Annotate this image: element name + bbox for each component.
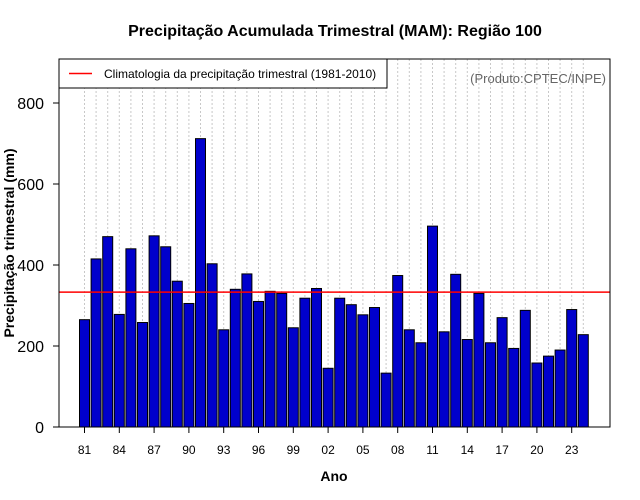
- bar: [369, 307, 380, 428]
- bar: [206, 263, 218, 428]
- credit-text: (Produto:CPTEC/INPE): [470, 71, 606, 86]
- bar: [183, 302, 195, 428]
- bar: [195, 138, 206, 428]
- x-tick-label: 99: [287, 443, 301, 457]
- bar: [113, 313, 125, 428]
- x-tick-label: 93: [217, 443, 231, 457]
- x-tick-label: 08: [391, 443, 405, 457]
- bar: [218, 329, 230, 428]
- bar: [253, 300, 264, 428]
- bar: [450, 273, 462, 428]
- x-axis-label: Ano: [320, 468, 347, 484]
- x-tick-label: 11: [426, 443, 439, 457]
- x-tick-label: 17: [495, 443, 509, 457]
- bar: [577, 334, 589, 428]
- bar: [276, 292, 288, 428]
- bar: [241, 273, 253, 428]
- y-axis-label: Precipitação trimestral (mm): [1, 148, 17, 337]
- bar: [554, 349, 566, 428]
- bar: [299, 297, 311, 428]
- legend: Climatologia da precipitação trimestral …: [58, 58, 388, 89]
- bar: [90, 258, 102, 428]
- bar: [79, 319, 90, 428]
- bar: [171, 280, 183, 428]
- bar: [427, 225, 438, 428]
- x-tick-label: 84: [113, 443, 127, 457]
- bar: [392, 275, 404, 428]
- bars: [79, 138, 589, 428]
- bar: [531, 362, 543, 428]
- bar: [357, 314, 369, 428]
- x-tick-label: 96: [252, 443, 266, 457]
- bar: [287, 327, 299, 428]
- bar: [485, 342, 496, 428]
- x-tick-label: 87: [147, 443, 161, 457]
- bar: [125, 248, 137, 428]
- bar: [264, 290, 276, 428]
- bar: [461, 339, 473, 428]
- x-tick-label: 20: [530, 443, 544, 457]
- bar: [543, 355, 554, 428]
- x-tick-label: 23: [565, 443, 579, 457]
- bar: [102, 236, 114, 428]
- bar: [334, 297, 346, 428]
- bar: [229, 288, 241, 428]
- bar: [415, 342, 427, 428]
- bar: [322, 367, 334, 428]
- bar: [496, 317, 508, 428]
- bar: [519, 309, 531, 428]
- bar: [160, 246, 172, 428]
- x-axis: 81 84 87 90 93 96 99 02 05 08 11 14 17 20 23: [78, 427, 579, 457]
- chart-title: Precipitação Acumulada Trimestral (MAM):…: [128, 23, 542, 40]
- gridlines: [84, 59, 584, 427]
- legend-label: Climatologia da precipitação trimestral …: [104, 67, 376, 81]
- x-tick-label: 02: [321, 443, 335, 457]
- legend-box: [58, 58, 388, 89]
- y-tick-label: 400: [17, 258, 44, 275]
- y-tick-label: 0: [35, 420, 44, 437]
- x-tick-label: 14: [461, 443, 475, 457]
- bar: [566, 309, 578, 428]
- x-tick-label: 81: [78, 443, 92, 457]
- bar: [438, 331, 450, 428]
- bar: [137, 322, 148, 428]
- bar: [345, 304, 357, 428]
- y-axis: 0 200 400 600 800: [17, 96, 59, 437]
- bar: [403, 329, 415, 428]
- y-tick-label: 800: [17, 96, 44, 113]
- bar: [508, 347, 520, 428]
- x-tick-label: 05: [356, 443, 370, 457]
- bar: [380, 372, 392, 428]
- bar: [311, 287, 322, 428]
- y-tick-label: 600: [17, 177, 44, 194]
- x-tick-label: 90: [182, 443, 196, 457]
- y-tick-label: 200: [17, 339, 44, 356]
- bar: [473, 292, 485, 428]
- bar: [148, 235, 160, 428]
